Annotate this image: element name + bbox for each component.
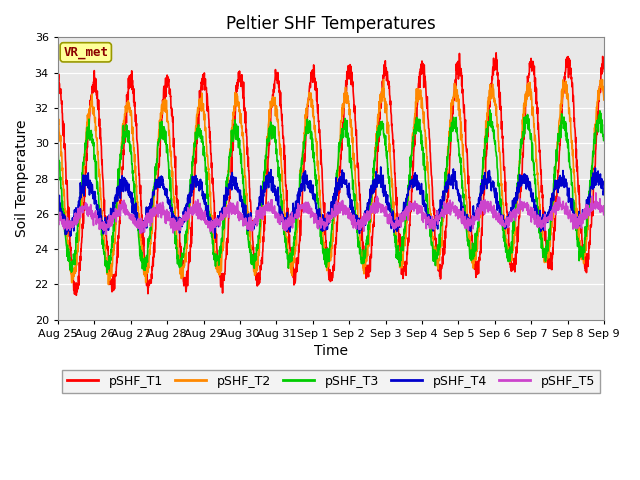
pSHF_T4 bbox=[206, 219, 214, 225]
pSHF_T3 bbox=[600, 132, 608, 138]
pSHF_T5 bbox=[490, 203, 498, 208]
pSHF_T4 bbox=[347, 204, 355, 209]
pSHF_T2 bbox=[347, 117, 355, 122]
pSHF_T2 bbox=[207, 189, 214, 195]
pSHF_T2 bbox=[104, 282, 112, 288]
pSHF_T4 bbox=[552, 178, 560, 184]
Line: pSHF_T5: pSHF_T5 bbox=[58, 193, 604, 234]
pSHF_T4 bbox=[359, 217, 367, 223]
pSHF_T2 bbox=[552, 158, 560, 164]
pSHF_T1 bbox=[552, 193, 560, 199]
pSHF_T3 bbox=[552, 147, 560, 153]
pSHF_T1 bbox=[72, 292, 80, 298]
pSHF_T2 bbox=[568, 140, 575, 146]
pSHF_T1 bbox=[600, 63, 608, 69]
pSHF_T1 bbox=[207, 138, 214, 144]
Line: pSHF_T4: pSHF_T4 bbox=[58, 167, 604, 238]
pSHF_T5 bbox=[600, 211, 608, 216]
Line: pSHF_T2: pSHF_T2 bbox=[58, 80, 604, 285]
pSHF_T3 bbox=[207, 221, 214, 227]
pSHF_T5 bbox=[207, 229, 214, 235]
pSHF_T5 bbox=[347, 217, 355, 223]
pSHF_T4 bbox=[54, 196, 61, 202]
pSHF_T5 bbox=[54, 216, 61, 222]
pSHF_T5 bbox=[359, 223, 367, 229]
Line: pSHF_T1: pSHF_T1 bbox=[58, 53, 604, 295]
pSHF_T3 bbox=[359, 261, 367, 266]
pSHF_T4 bbox=[600, 187, 608, 193]
pSHF_T1 bbox=[347, 63, 355, 69]
pSHF_T3 bbox=[103, 270, 111, 276]
pSHF_T5 bbox=[102, 231, 110, 237]
pSHF_T4 bbox=[377, 164, 385, 170]
pSHF_T2 bbox=[54, 119, 61, 124]
pSHF_T4 bbox=[211, 235, 219, 241]
pSHF_T4 bbox=[568, 207, 575, 213]
pSHF_T4 bbox=[490, 189, 498, 194]
Text: VR_met: VR_met bbox=[63, 46, 108, 59]
pSHF_T3 bbox=[54, 148, 61, 154]
pSHF_T5 bbox=[592, 190, 600, 196]
pSHF_T2 bbox=[359, 262, 367, 267]
pSHF_T3 bbox=[568, 182, 575, 188]
pSHF_T1 bbox=[492, 50, 500, 56]
pSHF_T2 bbox=[380, 77, 387, 83]
pSHF_T3 bbox=[490, 127, 498, 133]
pSHF_T1 bbox=[490, 68, 498, 73]
Line: pSHF_T3: pSHF_T3 bbox=[58, 110, 604, 273]
pSHF_T3 bbox=[347, 161, 355, 167]
X-axis label: Time: Time bbox=[314, 344, 348, 359]
pSHF_T2 bbox=[600, 94, 608, 100]
pSHF_T1 bbox=[568, 74, 575, 80]
Y-axis label: Soil Temperature: Soil Temperature bbox=[15, 120, 29, 237]
pSHF_T5 bbox=[552, 205, 560, 211]
pSHF_T1 bbox=[359, 247, 367, 253]
pSHF_T1 bbox=[54, 73, 61, 79]
pSHF_T5 bbox=[568, 216, 575, 222]
Legend: pSHF_T1, pSHF_T2, pSHF_T3, pSHF_T4, pSHF_T5: pSHF_T1, pSHF_T2, pSHF_T3, pSHF_T4, pSHF… bbox=[62, 370, 600, 393]
Title: Peltier SHF Temperatures: Peltier SHF Temperatures bbox=[226, 15, 436, 33]
pSHF_T3 bbox=[486, 107, 494, 113]
pSHF_T2 bbox=[490, 99, 498, 105]
